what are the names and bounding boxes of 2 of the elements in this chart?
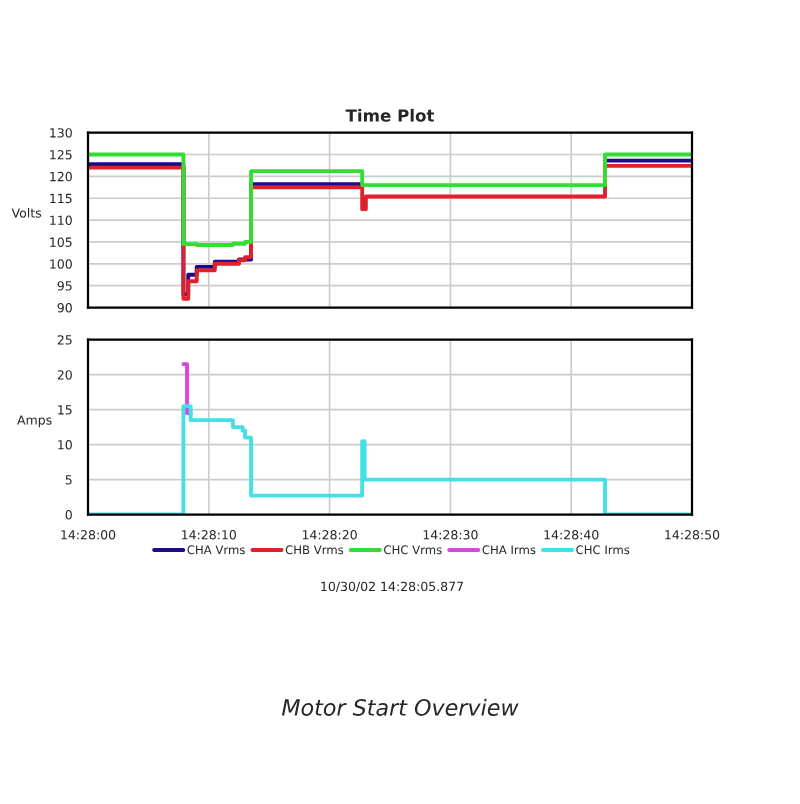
chart-title: Time Plot <box>345 108 435 122</box>
text: Motor Start Overview <box>281 698 519 716</box>
